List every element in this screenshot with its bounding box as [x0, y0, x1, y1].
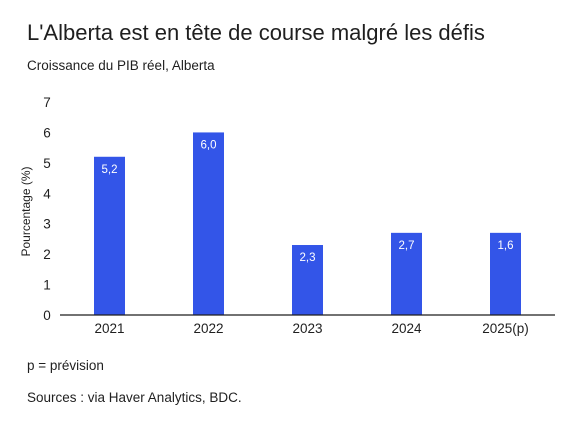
source-note: Sources : via Haver Analytics, BDC. [27, 390, 242, 405]
y-tick-label: 7 [43, 95, 51, 110]
y-axis-label: Pourcentage (%) [19, 166, 33, 256]
bar-data-label: 2,7 [399, 240, 415, 252]
bar-data-label: 6,0 [201, 139, 217, 151]
bar-data-label: 1,6 [498, 240, 514, 252]
x-tick-label: 2023 [292, 321, 322, 336]
bar-2024 [391, 232, 422, 315]
x-axis-ticks: 2021 2022 2023 2024 2025(p) [94, 321, 528, 336]
x-tick-label: 2024 [391, 321, 422, 336]
bar-2023 [292, 245, 323, 315]
x-tick-label: 2021 [94, 321, 124, 336]
y-tick-label: 4 [43, 186, 51, 201]
bar-data-label: 5,2 [102, 164, 118, 176]
bar-2021 [94, 156, 125, 315]
bar-2025(p) [490, 232, 521, 315]
y-axis-ticks: 0 1 2 3 4 5 6 7 [43, 95, 51, 323]
y-tick-label: 3 [43, 217, 51, 232]
x-tick-label: 2025(p) [482, 321, 529, 336]
y-tick-label: 5 [43, 156, 51, 171]
bar-data-label: 2,3 [300, 252, 316, 264]
forecast-note: p = prévision [27, 358, 104, 373]
y-tick-label: 6 [43, 125, 51, 140]
y-tick-label: 1 [43, 278, 51, 293]
bars: 5,2 6,0 2,3 2,7 1,6 [94, 132, 521, 315]
y-tick-label: 2 [43, 247, 51, 262]
chart-subtitle: Croissance du PIB réel, Alberta [27, 58, 215, 73]
x-tick-label: 2022 [193, 321, 223, 336]
y-tick-label: 0 [43, 308, 51, 323]
bar-2022 [193, 132, 224, 315]
chart-title: L'Alberta est en tête de course malgré l… [27, 20, 485, 45]
